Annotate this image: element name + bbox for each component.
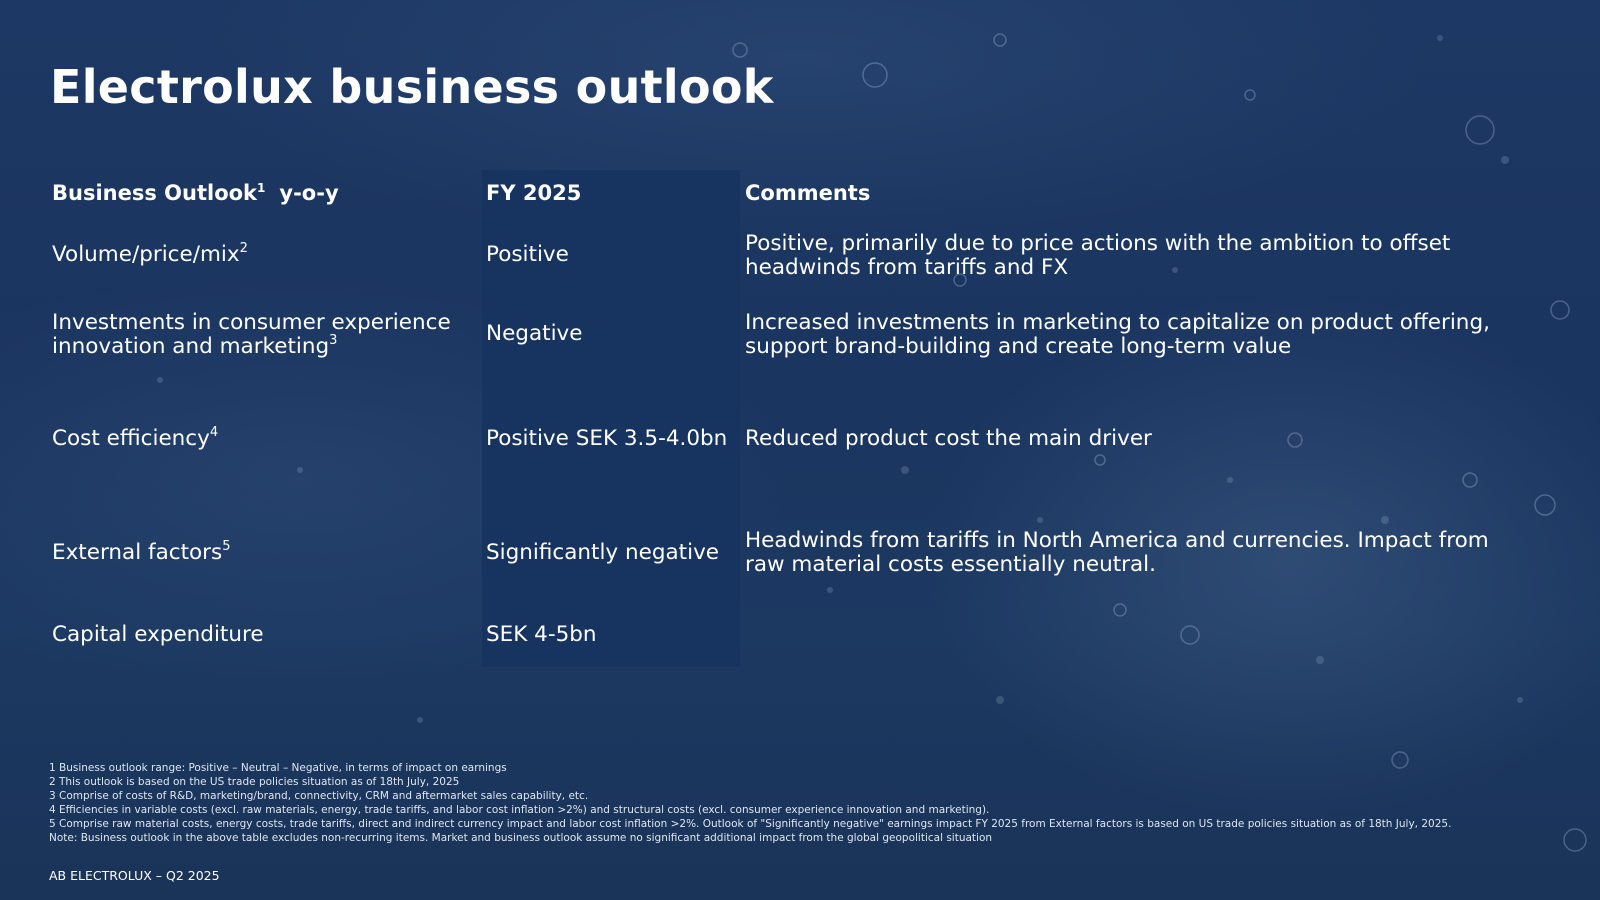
header-yoy-label: y-o-y [279, 181, 339, 205]
row-label-text: Volume/price/mix [52, 242, 240, 267]
row-volume-price-mix-comment: Positive, primarily due to price actions… [745, 232, 1450, 280]
header-comments: Comments [745, 181, 871, 205]
comment-line: Increased investments in marketing to ca… [745, 310, 1490, 335]
header-fy-2025: FY 2025 [486, 181, 582, 205]
row-label-text: External factors [52, 540, 223, 565]
row-capex-fy: SEK 4-5bn [486, 622, 597, 647]
comment-line: raw material costs essentially neutral. [745, 552, 1156, 577]
row-external-factors-fy: Significantly negative [486, 540, 720, 565]
footnote-ref: 5 [222, 539, 231, 554]
header-business-outlook: Business Outlook1 y-o-y [52, 181, 339, 205]
footer-company-quarter: AB ELECTROLUX – Q2 2025 [49, 868, 220, 883]
footnote-ref: 4 [209, 425, 219, 440]
row-volume-price-mix-label: Volume/price/mix2 [52, 241, 248, 267]
row-cost-efficiency-fy: Positive SEK 3.5-4.0bn [486, 426, 728, 451]
footnote-ref: 3 [329, 333, 338, 348]
row-external-factors-label: External factors5 [52, 539, 231, 565]
footnote-ref: 1 [257, 181, 266, 195]
row-investments-fy: Negative [486, 321, 583, 346]
row-label-text: Cost efficiency [52, 426, 210, 451]
footnote-1: 1 Business outlook range: Positive – Neu… [49, 762, 507, 774]
row-label-line: Investments in consumer experience [52, 310, 451, 335]
row-volume-price-mix-fy: Positive [486, 242, 569, 267]
slide-title: Electrolux business outlook [50, 60, 774, 114]
footnote-4: 4 Efficiencies in variable costs (excl. … [49, 804, 990, 816]
row-investments-label: Investments in consumer experience innov… [52, 311, 451, 359]
footnote-3: 3 Comprise of costs of R&D, marketing/br… [49, 790, 589, 802]
row-cost-efficiency-label: Cost efficiency4 [52, 425, 219, 451]
row-cost-efficiency-comment: Reduced product cost the main driver [745, 426, 1152, 451]
comment-line: support brand-building and create long-t… [745, 334, 1292, 359]
footnote-5: 5 Comprise raw material costs, energy co… [49, 818, 1452, 830]
fy-column-highlight [482, 170, 740, 667]
comment-line: headwinds from tariffs and FX [745, 255, 1069, 280]
footnotes: 1 Business outlook range: Positive – Neu… [49, 761, 1451, 845]
footnote-2: 2 This outlook is based on the US trade … [49, 776, 460, 788]
comment-line: Positive, primarily due to price actions… [745, 231, 1451, 256]
row-capex-label: Capital expenditure [52, 622, 264, 647]
footnote-note: Note: Business outlook in the above tabl… [49, 832, 993, 844]
footnote-ref: 2 [239, 241, 248, 256]
row-label-line: innovation and marketing [52, 334, 330, 359]
row-external-factors-comment: Headwinds from tariffs in North America … [745, 529, 1489, 577]
comment-line: Headwinds from tariffs in North America … [745, 528, 1489, 553]
row-investments-comment: Increased investments in marketing to ca… [745, 311, 1490, 359]
header-business-outlook-label: Business Outlook [52, 181, 258, 205]
